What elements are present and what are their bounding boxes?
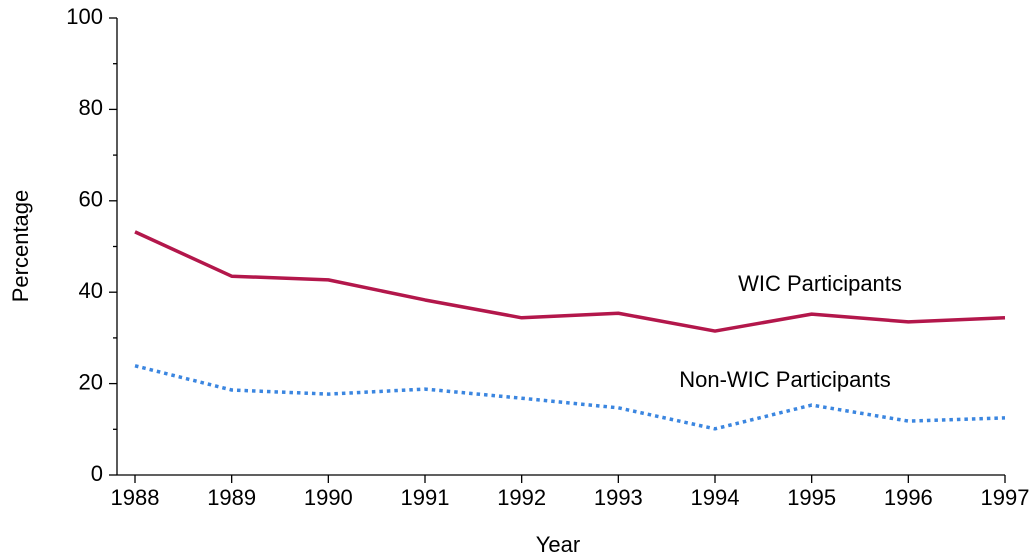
x-axis-label: Year [536, 532, 580, 557]
series-label: WIC Participants [738, 271, 902, 296]
series-label: Non-WIC Participants [679, 367, 891, 392]
y-tick-label: 80 [79, 95, 103, 120]
x-tick-label: 1989 [207, 485, 256, 510]
x-tick-label: 1991 [401, 485, 450, 510]
y-tick-label: 40 [79, 278, 103, 303]
x-tick-label: 1992 [497, 485, 546, 510]
x-tick-label: 1993 [594, 485, 643, 510]
x-tick-label: 1994 [691, 485, 740, 510]
y-tick-label: 20 [79, 369, 103, 394]
x-tick-label: 1997 [981, 485, 1030, 510]
y-tick-label: 0 [91, 461, 103, 486]
y-tick-label: 100 [66, 4, 103, 29]
x-tick-label: 1988 [111, 485, 160, 510]
x-tick-label: 1996 [884, 485, 933, 510]
x-tick-label: 1990 [304, 485, 353, 510]
series-line [134, 230, 1006, 333]
y-axis-label: Percentage [8, 190, 33, 303]
y-tick-label: 60 [79, 187, 103, 212]
x-tick-label: 1995 [787, 485, 836, 510]
